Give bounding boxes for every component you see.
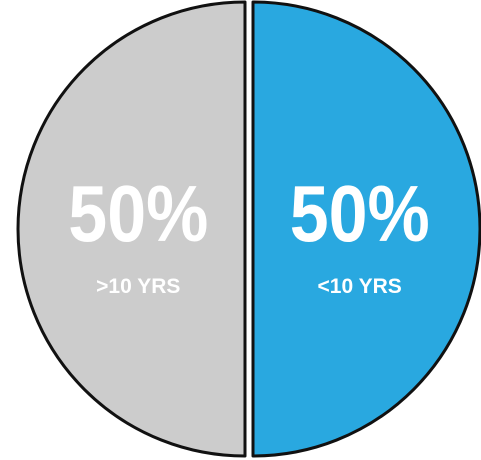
slice-value-label: 50% bbox=[68, 169, 208, 258]
pie-slice-lt-10-yrs bbox=[251, 0, 481, 458]
pie-slice-gt-10-yrs bbox=[16, 0, 247, 458]
pie-slices bbox=[16, 0, 481, 458]
slice-category-label: <10 YRS bbox=[318, 275, 402, 298]
slice-category-label: >10 YRS bbox=[96, 275, 180, 298]
slice-value-label: 50% bbox=[290, 169, 430, 258]
pie-labels: 50% >10 YRS 50% <10 YRS bbox=[68, 169, 429, 298]
